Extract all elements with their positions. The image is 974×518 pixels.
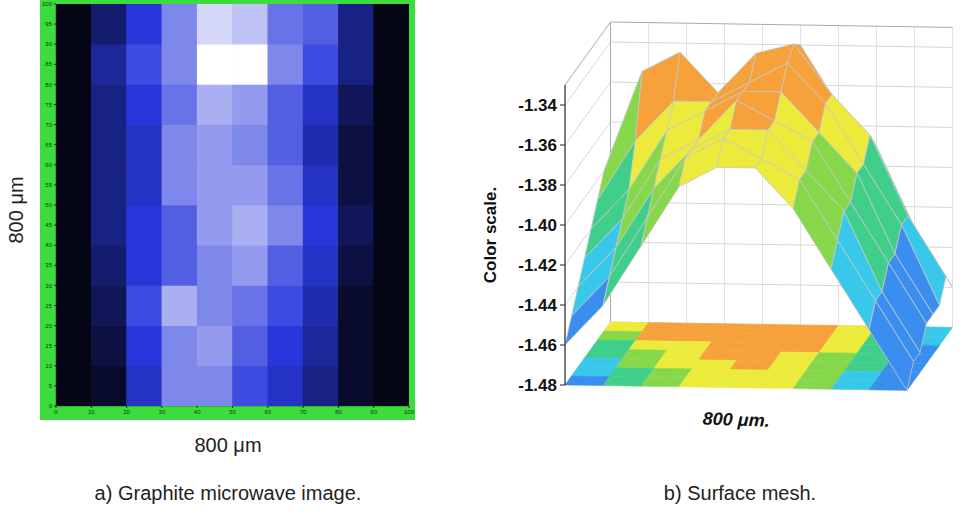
svg-text:50: 50 [45,202,52,208]
svg-text:10: 10 [45,363,52,369]
svg-text:10: 10 [88,409,95,415]
svg-text:70: 70 [300,409,307,415]
svg-text:-1.46: -1.46 [518,336,557,355]
svg-text:60: 60 [45,162,52,168]
svg-text:30: 30 [159,409,166,415]
svg-text:800 μm: 800 μm [5,176,27,243]
svg-text:90: 90 [370,409,377,415]
svg-text:25: 25 [45,303,52,309]
svg-text:40: 40 [194,409,201,415]
svg-text:Color scale.: Color scale. [481,187,500,283]
svg-text:-1.34: -1.34 [518,96,557,115]
svg-text:50: 50 [229,409,236,415]
svg-text:20: 20 [123,409,130,415]
svg-text:100: 100 [42,1,53,7]
svg-text:800 μm.: 800 μm. [702,409,770,431]
svg-text:20: 20 [45,323,52,329]
svg-text:45: 45 [45,222,52,228]
svg-text:80: 80 [335,409,342,415]
svg-text:-1.40: -1.40 [518,216,557,235]
svg-text:b) Surface mesh.: b) Surface mesh. [664,482,816,504]
svg-text:5: 5 [49,383,53,389]
svg-text:800 μm: 800 μm [194,434,261,456]
svg-text:30: 30 [45,283,52,289]
svg-text:-1.36: -1.36 [518,136,557,155]
svg-text:75: 75 [45,102,52,108]
svg-text:-1.38: -1.38 [518,176,557,195]
svg-text:95: 95 [45,21,52,27]
svg-text:55: 55 [45,182,52,188]
svg-text:-1.42: -1.42 [518,256,557,275]
svg-text:80: 80 [45,82,52,88]
svg-text:100: 100 [404,409,415,415]
svg-text:0: 0 [54,409,58,415]
svg-text:40: 40 [45,242,52,248]
svg-text:70: 70 [45,122,52,128]
svg-text:65: 65 [45,142,52,148]
svg-text:-1.44: -1.44 [518,296,557,315]
svg-text:0: 0 [49,403,53,409]
svg-text:-1.48: -1.48 [518,376,557,395]
svg-text:35: 35 [45,262,52,268]
svg-text:15: 15 [45,343,52,349]
svg-text:85: 85 [45,61,52,67]
svg-text:a) Graphite microwave image.: a) Graphite microwave image. [95,482,362,504]
svg-text:90: 90 [45,41,52,47]
svg-text:60: 60 [264,409,271,415]
